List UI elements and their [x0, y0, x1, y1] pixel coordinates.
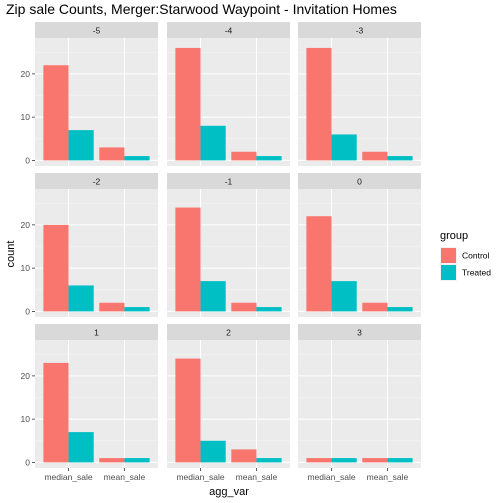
facet-strip: [35, 22, 158, 38]
bar-control: [362, 151, 388, 161]
facet-panel: -4: [167, 22, 290, 166]
facet-panel: -1: [167, 173, 290, 317]
y-tick-label: 10: [21, 112, 31, 122]
bar-control: [362, 302, 388, 312]
y-tick-label: 20: [21, 69, 31, 79]
bar-treated: [124, 156, 150, 161]
y-tick-label: 10: [21, 414, 31, 424]
bar-treated: [387, 458, 413, 463]
legend-label-treated: Treated: [462, 268, 491, 278]
facet-strip-label: -5: [93, 26, 101, 36]
facet-strip-label: 0: [357, 177, 362, 187]
bar-treated: [256, 458, 282, 463]
legend-title: group: [440, 230, 468, 242]
bar-control: [362, 458, 388, 463]
facet-strip: [35, 324, 158, 340]
bar-control: [43, 224, 69, 312]
facet-panel: 2 median_sale mean_sale: [167, 324, 290, 482]
bar-control: [43, 65, 69, 161]
bar-treated: [68, 130, 94, 161]
legend-key-treated: [441, 265, 456, 280]
bar-control: [99, 302, 125, 312]
y-tick-label: 20: [21, 371, 31, 381]
panel-background: [298, 340, 421, 468]
bar-control: [175, 358, 201, 463]
y-tick-label: 10: [21, 263, 31, 273]
facet-strip: [298, 22, 421, 38]
facet-strip-label: 2: [226, 328, 231, 338]
y-tick-label: 0: [25, 457, 30, 467]
x-axis-title: agg_var: [209, 486, 249, 498]
bar-control: [306, 458, 332, 463]
bar-treated: [387, 156, 413, 161]
bar-treated: [68, 432, 94, 463]
bar-control: [231, 302, 257, 312]
facet-panel: 0: [298, 173, 421, 317]
facet-strip: [167, 173, 290, 189]
bar-control: [99, 458, 125, 463]
x-tick-label: mean_sale: [104, 472, 146, 482]
bar-treated: [256, 156, 282, 161]
facet-strip: [298, 173, 421, 189]
facet-strip-label: -2: [93, 177, 101, 187]
facet-panel: 3 median_sale mean_sale: [298, 324, 421, 482]
bar-treated: [256, 307, 282, 312]
x-tick-label: mean_sale: [367, 472, 409, 482]
facet-strip-label: -4: [225, 26, 233, 36]
y-tick-label: 0: [25, 155, 30, 165]
bar-control: [231, 449, 257, 463]
facet-panel: -2 0 10 20: [21, 173, 158, 317]
bar-treated: [124, 458, 150, 463]
bar-control: [175, 47, 201, 161]
facet-strip: [298, 324, 421, 340]
bar-treated: [68, 285, 94, 312]
bar-treated: [200, 125, 226, 161]
facet-strip-label: 1: [94, 328, 99, 338]
x-tick-label: mean_sale: [236, 472, 278, 482]
bar-control: [99, 147, 125, 161]
y-tick-label: 0: [25, 306, 30, 316]
facet-strip: [167, 324, 290, 340]
bar-control: [175, 207, 201, 312]
facet-strip: [35, 173, 158, 189]
bar-control: [43, 362, 69, 463]
facet-strip-label: -1: [225, 177, 233, 187]
bar-control: [306, 216, 332, 312]
facet-strip-label: -3: [356, 26, 364, 36]
bar-treated: [331, 281, 357, 312]
bar-treated: [387, 307, 413, 312]
bar-treated: [331, 458, 357, 463]
bar-treated: [124, 307, 150, 312]
bar-control: [306, 47, 332, 161]
bar-treated: [200, 440, 226, 463]
facet-strip: [167, 22, 290, 38]
x-tick-label: median_sale: [176, 472, 224, 482]
facet-panel: -5 0 10 20: [21, 22, 158, 166]
x-tick-label: median_sale: [44, 472, 92, 482]
facet-panel: -3: [298, 22, 421, 166]
bar-treated: [200, 281, 226, 312]
legend-label-control: Control: [462, 251, 490, 261]
x-tick-label: median_sale: [307, 472, 355, 482]
legend: group Control Treated: [440, 230, 491, 281]
bar-control: [231, 151, 257, 161]
bar-treated: [331, 134, 357, 161]
facet-strip-label: 3: [357, 328, 362, 338]
legend-key-control: [441, 248, 456, 263]
y-axis-title: count: [5, 241, 17, 268]
y-tick-label: 20: [21, 220, 31, 230]
chart-title: Zip sale Counts, Merger:Starwood Waypoin…: [6, 1, 397, 17]
